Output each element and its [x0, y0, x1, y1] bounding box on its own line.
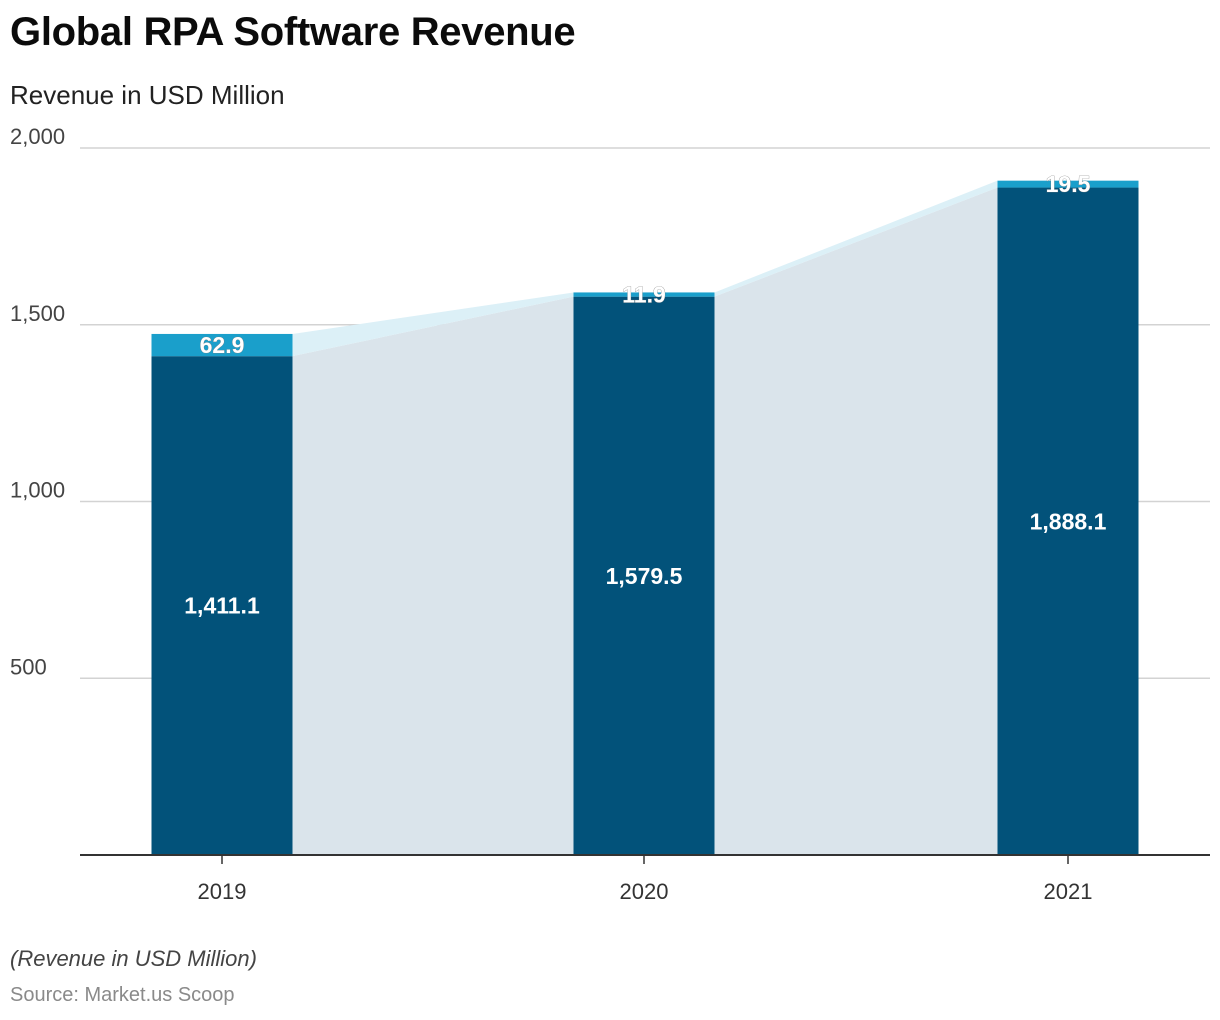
bar-base-2021: [997, 187, 1139, 856]
source-credit: Source: Market.us Scoop: [10, 984, 235, 1006]
bar-base-2020: [573, 296, 715, 856]
bar-base-value-label: 1,579.5: [606, 563, 683, 589]
x-tick-label: 2021: [1044, 879, 1093, 904]
bar-top-2019: [151, 333, 293, 357]
bar-base-value-label: 1,411.1: [184, 593, 260, 619]
connector-area-top: [714, 180, 998, 297]
bar-top-2020: [573, 292, 715, 297]
y-tick-label: 2,000: [10, 124, 65, 149]
y-tick-label: 500: [10, 654, 47, 679]
bar-base-2019: [151, 356, 293, 855]
bar-top-2021: [997, 180, 1139, 188]
bar-top-value-label: 11.9: [622, 282, 666, 308]
chart-subtitle: Revenue in USD Million: [10, 80, 285, 110]
y-tick-label: 1,000: [10, 478, 65, 503]
y-tick-label: 1,500: [10, 301, 65, 326]
footnote: (Revenue in USD Million): [10, 946, 257, 971]
connector-area-top: [292, 292, 574, 357]
bar-base-value-label: 1,888.1: [1030, 508, 1107, 534]
connector-area-base: [292, 296, 574, 856]
x-tick-label: 2020: [620, 879, 669, 904]
bar-top-value-label: 19.5: [1046, 171, 1091, 197]
chart-title: Global RPA Software Revenue: [10, 10, 576, 54]
bar-top-value-label: 62.9: [200, 332, 245, 358]
connector-area-base: [714, 187, 998, 856]
x-tick-label: 2019: [198, 879, 247, 904]
